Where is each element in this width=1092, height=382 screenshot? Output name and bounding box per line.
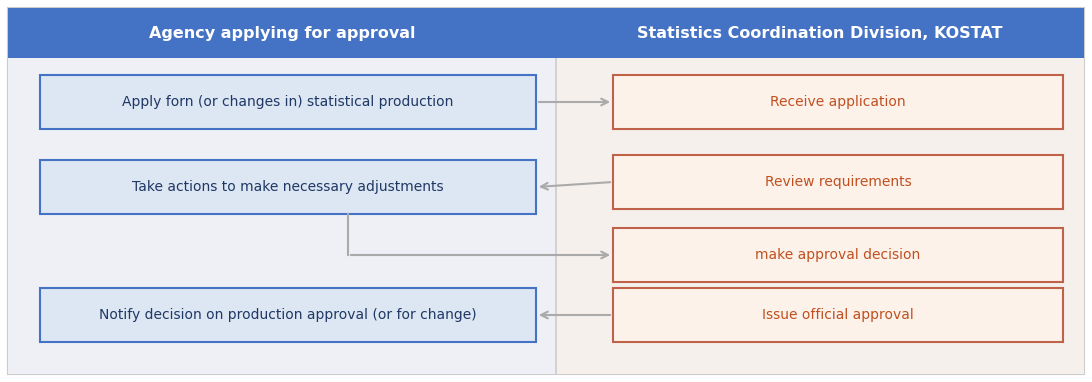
FancyBboxPatch shape [613, 75, 1063, 129]
Text: Take actions to make necessary adjustments: Take actions to make necessary adjustmen… [132, 180, 443, 194]
Text: Notify decision on production approval (or for change): Notify decision on production approval (… [99, 308, 477, 322]
FancyBboxPatch shape [613, 288, 1063, 342]
Text: Statistics Coordination Division, KOSTAT: Statistics Coordination Division, KOSTAT [638, 26, 1002, 40]
FancyBboxPatch shape [556, 8, 1084, 374]
Text: Apply forn (or changes in) statistical production: Apply forn (or changes in) statistical p… [122, 95, 453, 109]
FancyBboxPatch shape [8, 8, 1084, 374]
Text: Agency applying for approval: Agency applying for approval [149, 26, 415, 40]
Text: make approval decision: make approval decision [756, 248, 921, 262]
Text: Issue official approval: Issue official approval [762, 308, 914, 322]
FancyBboxPatch shape [8, 8, 556, 58]
FancyBboxPatch shape [40, 288, 536, 342]
FancyBboxPatch shape [613, 228, 1063, 282]
FancyBboxPatch shape [8, 8, 556, 374]
Text: Review requirements: Review requirements [764, 175, 912, 189]
Text: Receive application: Receive application [770, 95, 905, 109]
FancyBboxPatch shape [613, 155, 1063, 209]
FancyBboxPatch shape [40, 160, 536, 214]
FancyBboxPatch shape [40, 75, 536, 129]
FancyBboxPatch shape [556, 8, 1084, 58]
